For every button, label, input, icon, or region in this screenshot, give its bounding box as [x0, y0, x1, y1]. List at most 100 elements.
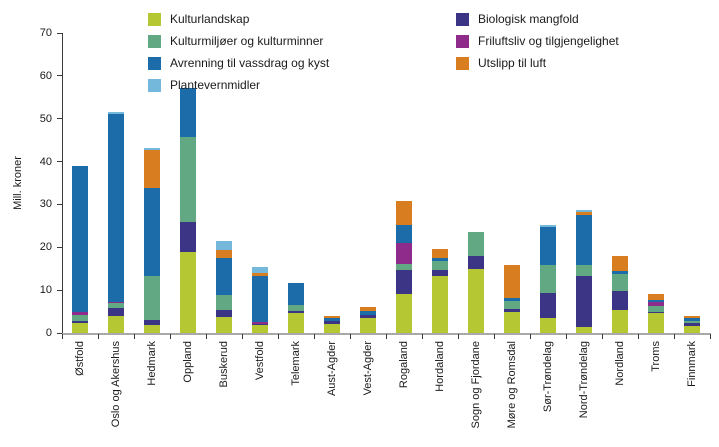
- bar-segment: [108, 114, 124, 302]
- x-axis-label: Sogn og Fjordane: [466, 341, 486, 428]
- x-axis-label: Troms: [646, 341, 666, 372]
- x-axis-label: Telemark: [286, 341, 306, 386]
- x-axis-label-text: Telemark: [289, 341, 302, 386]
- bar-segment: [396, 294, 412, 333]
- bar-segment: [612, 255, 628, 272]
- bar-segment: [396, 264, 412, 270]
- y-axis-tick-label: 70: [39, 27, 52, 39]
- bar-segment: [108, 303, 124, 308]
- bar-segment: [252, 325, 268, 333]
- x-axis-tick: [530, 334, 531, 339]
- bar-segment: [648, 294, 664, 300]
- bar-segment: [216, 258, 232, 295]
- legend-item: Biologisk mangfold: [456, 8, 619, 30]
- bar-segment: [360, 315, 376, 319]
- x-axis-label: Sør-Trøndelag: [538, 341, 558, 412]
- bar-segment: [576, 276, 592, 327]
- bar-segment: [108, 301, 124, 304]
- bar-segment: [684, 322, 700, 327]
- bar-segment: [576, 214, 592, 265]
- bar-segment: [324, 321, 340, 324]
- bar-segment: [252, 324, 268, 326]
- x-axis-tick: [314, 334, 315, 339]
- x-axis-tick: [674, 334, 675, 339]
- y-axis-tick-label: 30: [39, 198, 52, 211]
- bar-segment: [288, 312, 304, 333]
- x-axis-label-text: Nordland: [613, 341, 626, 386]
- bar-segment: [324, 318, 340, 322]
- legend-item: Friluftsliv og tilgjengelighet: [456, 30, 619, 52]
- bar-segment: [216, 294, 232, 310]
- x-axis-label-text: Oppland: [181, 341, 194, 383]
- legend-label: Plantevernmidler: [170, 78, 261, 92]
- bar-segment: [432, 269, 448, 277]
- bar-segment: [468, 268, 484, 333]
- legend-swatch-icon: [456, 12, 469, 26]
- y-axis-tick-label: 50: [39, 112, 52, 125]
- x-axis-label-text: Buskerud: [217, 341, 230, 388]
- bar-segment: [504, 300, 520, 310]
- x-axis-label: Nord-Trøndelag: [574, 341, 594, 418]
- y-axis-tick-label: 60: [39, 69, 52, 82]
- bar-segment: [72, 312, 88, 315]
- bar-segment: [180, 88, 196, 137]
- y-axis-tick: [57, 161, 62, 163]
- bar-segment: [684, 318, 700, 321]
- y-axis-line: [62, 33, 63, 333]
- bar-segment: [540, 293, 556, 318]
- bar-segment: [288, 310, 304, 313]
- bar-segment: [144, 276, 160, 320]
- x-axis-label: Nordland: [610, 341, 630, 386]
- y-axis-tick: [57, 32, 62, 34]
- x-axis-tick: [134, 334, 135, 339]
- x-axis-tick: [710, 334, 711, 339]
- x-axis-tick: [494, 334, 495, 339]
- x-axis-label-text: Møre og Romsdal: [505, 341, 518, 429]
- bar-segment: [504, 298, 520, 301]
- x-axis-tick: [602, 334, 603, 339]
- legend-label: Friluftsliv og tilgjengelighet: [478, 34, 619, 48]
- x-axis-label-text: Vest-Agder: [361, 341, 374, 396]
- bar-segment: [396, 270, 412, 294]
- legend-label: Utslipp til luft: [478, 56, 547, 70]
- x-axis-label-text: Hedmark: [145, 341, 158, 386]
- bar-segment: [576, 209, 592, 213]
- bar-segment: [648, 313, 664, 333]
- y-axis-tick: [57, 332, 62, 334]
- legend-item: Avrenning til vassdrag og kyst: [148, 52, 329, 74]
- bar-segment: [252, 275, 268, 322]
- bar-segment: [396, 243, 412, 264]
- y-axis-tick: [57, 118, 62, 120]
- bar-segment: [144, 150, 160, 189]
- x-axis-label-text: Aust-Agder: [325, 341, 338, 397]
- legend-swatch-icon: [456, 56, 469, 70]
- bar-segment: [144, 319, 160, 325]
- bar-segment: [396, 201, 412, 226]
- x-axis-tick: [242, 334, 243, 339]
- legend-label: Kulturmiljøer og kulturminner: [170, 34, 324, 48]
- x-axis-label: Buskerud: [214, 341, 234, 387]
- x-axis-tick: [170, 334, 171, 339]
- x-axis-tick: [422, 334, 423, 339]
- bar-segment: [180, 251, 196, 333]
- bar-segment: [612, 271, 628, 274]
- legend-label: Avrenning til vassdrag og kyst: [170, 56, 330, 70]
- bar-segment: [648, 305, 664, 312]
- bar-segment: [540, 225, 556, 228]
- x-axis-label: Hordaland: [430, 341, 450, 392]
- bar-segment: [360, 318, 376, 333]
- bar-segment: [288, 282, 304, 306]
- y-axis-tick-label: 40: [39, 155, 52, 168]
- bar-segment: [468, 232, 484, 257]
- bar-segment: [180, 221, 196, 252]
- bar-segment: [108, 111, 124, 114]
- bar-segment: [144, 324, 160, 333]
- bar-segment: [72, 320, 88, 324]
- x-axis-label-text: Finnmark: [685, 341, 698, 387]
- y-axis-tick: [57, 75, 62, 77]
- bar-segment: [540, 317, 556, 333]
- bar-segment: [108, 307, 124, 316]
- bar-segment: [216, 240, 232, 250]
- bar-segment: [252, 321, 268, 324]
- bar-segment: [432, 249, 448, 259]
